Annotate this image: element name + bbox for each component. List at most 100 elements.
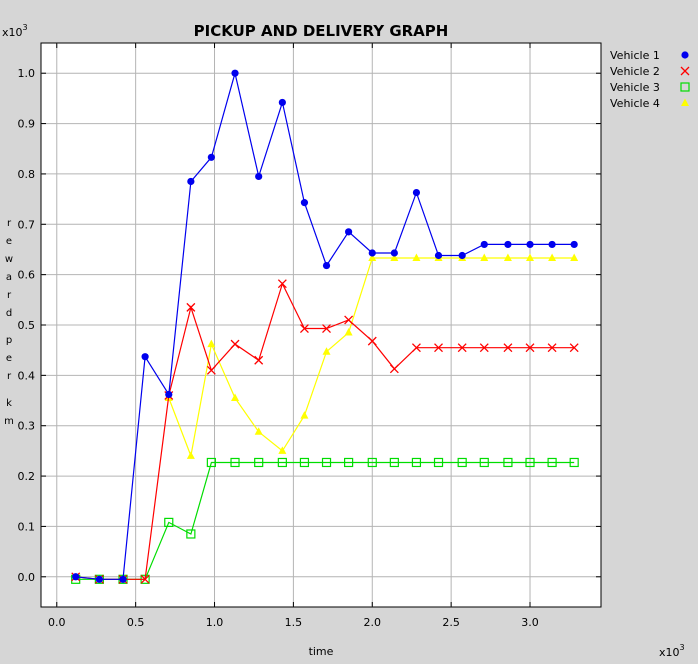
legend-label: Vehicle 1 bbox=[610, 49, 660, 62]
data-point bbox=[458, 251, 466, 260]
data-point bbox=[186, 451, 195, 459]
data-point bbox=[367, 457, 377, 468]
data-point bbox=[547, 343, 557, 353]
x-tick-label: 0.0 bbox=[48, 616, 66, 629]
data-point bbox=[254, 355, 264, 365]
data-point bbox=[164, 517, 174, 528]
data-point bbox=[278, 446, 287, 454]
x-tick-label: 2.0 bbox=[364, 616, 382, 629]
data-point bbox=[231, 69, 239, 77]
data-point bbox=[322, 261, 331, 270]
y-label-char: w bbox=[5, 254, 13, 265]
series-vehicle-3 bbox=[71, 457, 579, 584]
legend: Vehicle 1 Vehicle 2 Vehicle 3 Vehicle 4 bbox=[610, 49, 690, 110]
data-point bbox=[457, 457, 467, 468]
series-line bbox=[75, 461, 575, 580]
y-label-char: k bbox=[6, 398, 12, 409]
y-label-char: d bbox=[6, 308, 12, 319]
data-point bbox=[504, 240, 512, 249]
data-point bbox=[570, 240, 578, 249]
data-point bbox=[300, 411, 309, 419]
data-point bbox=[321, 457, 332, 468]
data-point bbox=[255, 172, 263, 181]
legend-label: Vehicle 3 bbox=[610, 81, 660, 94]
data-point bbox=[141, 353, 149, 361]
y-label-char: e bbox=[6, 353, 12, 364]
data-point bbox=[389, 364, 399, 374]
y-label-char: r bbox=[7, 218, 12, 229]
legend-item: Vehicle 4 bbox=[610, 97, 689, 110]
x-tick-label: 3.0 bbox=[521, 616, 539, 629]
data-point bbox=[95, 575, 103, 583]
legend-label: Vehicle 4 bbox=[610, 97, 660, 110]
y-tick-label: 0.6 bbox=[18, 269, 36, 282]
data-point bbox=[322, 324, 331, 333]
x-tick-label: 2.5 bbox=[442, 616, 460, 629]
data-point bbox=[525, 343, 535, 353]
data-point bbox=[368, 253, 377, 262]
x-tick-label: 1.0 bbox=[206, 616, 224, 629]
series-vehicle-1 bbox=[72, 69, 578, 583]
data-point bbox=[299, 457, 310, 468]
data-point bbox=[479, 457, 489, 468]
x-tick-label: 1.5 bbox=[285, 616, 303, 629]
data-point bbox=[231, 393, 240, 402]
data-point bbox=[368, 249, 376, 257]
data-point bbox=[681, 51, 689, 59]
data-point bbox=[278, 98, 286, 107]
series-vehicle-4 bbox=[164, 253, 579, 459]
y-tick-label: 0.8 bbox=[18, 168, 36, 181]
data-point bbox=[206, 365, 216, 375]
data-point bbox=[344, 315, 354, 325]
y-label-char: e bbox=[6, 236, 12, 247]
series-group bbox=[71, 69, 579, 584]
y-label-char: p bbox=[6, 335, 12, 346]
y-axis-multiplier: x103 bbox=[2, 23, 28, 39]
data-point bbox=[186, 529, 196, 539]
y-tick-label: 1.0 bbox=[18, 67, 36, 80]
legend-label: Vehicle 2 bbox=[610, 65, 660, 78]
x-axis-multiplier: x103 bbox=[659, 643, 685, 659]
data-point bbox=[457, 343, 467, 353]
data-point bbox=[322, 347, 331, 355]
data-point bbox=[299, 324, 309, 333]
data-point bbox=[570, 253, 579, 262]
data-point bbox=[345, 228, 353, 236]
y-label-char: m bbox=[4, 416, 14, 427]
x-axis-label: time bbox=[309, 645, 334, 658]
data-point bbox=[140, 574, 150, 584]
data-point bbox=[367, 336, 377, 346]
data-point bbox=[412, 253, 421, 262]
data-point bbox=[411, 457, 422, 468]
y-tick-label: 0.3 bbox=[18, 420, 36, 433]
data-point bbox=[165, 390, 173, 399]
data-point bbox=[390, 253, 399, 262]
data-point bbox=[526, 240, 534, 249]
data-point bbox=[480, 253, 489, 262]
data-point bbox=[186, 302, 196, 312]
data-point bbox=[390, 249, 398, 257]
data-point bbox=[526, 253, 535, 262]
data-point bbox=[569, 457, 579, 468]
data-point bbox=[433, 457, 444, 468]
data-point bbox=[207, 153, 215, 161]
svg-text:x103: x103 bbox=[2, 23, 28, 39]
data-point bbox=[206, 457, 216, 468]
data-point bbox=[411, 343, 421, 353]
data-point bbox=[230, 339, 240, 349]
data-point bbox=[277, 457, 287, 468]
data-point bbox=[503, 253, 512, 262]
data-point bbox=[344, 328, 353, 336]
data-point bbox=[434, 343, 443, 353]
x-tick-label: 0.5 bbox=[127, 616, 145, 629]
y-label-char: a bbox=[6, 272, 12, 283]
y-tick-label: 0.7 bbox=[18, 218, 36, 231]
data-point bbox=[412, 188, 421, 197]
data-point bbox=[119, 575, 127, 583]
y-tick-label: 0.2 bbox=[18, 470, 36, 483]
y-label-char: r bbox=[7, 290, 12, 301]
data-point bbox=[344, 457, 354, 468]
